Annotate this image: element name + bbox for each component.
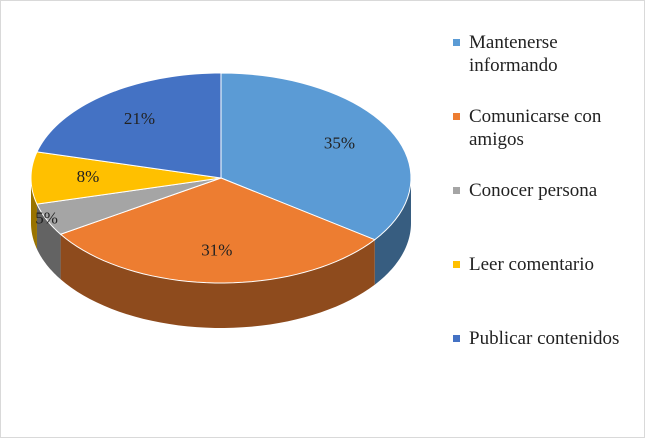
legend-swatch	[453, 261, 460, 268]
slice	[36, 177, 222, 235]
legend-item: Comunicarse con amigos	[453, 105, 643, 179]
slice	[220, 72, 412, 241]
data-label: 8%	[77, 167, 100, 186]
legend-label: Comunicarse con amigos	[469, 106, 602, 150]
slice	[30, 151, 222, 205]
legend-item: Leer comentario	[453, 253, 643, 327]
data-label: 35%	[324, 134, 355, 153]
slice-side	[36, 204, 61, 280]
legend-swatch	[453, 113, 460, 120]
data-label: 5%	[35, 209, 58, 228]
data-label: 31%	[201, 240, 232, 259]
legend-swatch	[453, 335, 460, 342]
legend: Mantenerse informando Comunicarse con ami…	[453, 31, 643, 401]
legend-swatch	[453, 39, 460, 46]
legend-swatch	[453, 187, 460, 194]
legend-item: Publicar contenidos	[453, 327, 643, 401]
legend-label: Publicar contenidos	[469, 328, 620, 349]
legend-label: Mantenerse informando	[469, 32, 558, 76]
slice	[59, 177, 376, 284]
legend-item: Mantenerse informando	[453, 31, 643, 105]
legend-label: Leer comentario	[469, 254, 595, 275]
slice	[36, 72, 222, 179]
slice-side	[60, 234, 375, 328]
data-label: 21%	[124, 109, 155, 128]
legend-item: Conocer persona	[453, 179, 643, 253]
legend-label: Conocer persona	[469, 180, 598, 201]
slice-side	[374, 178, 411, 285]
slice-side	[31, 178, 37, 250]
